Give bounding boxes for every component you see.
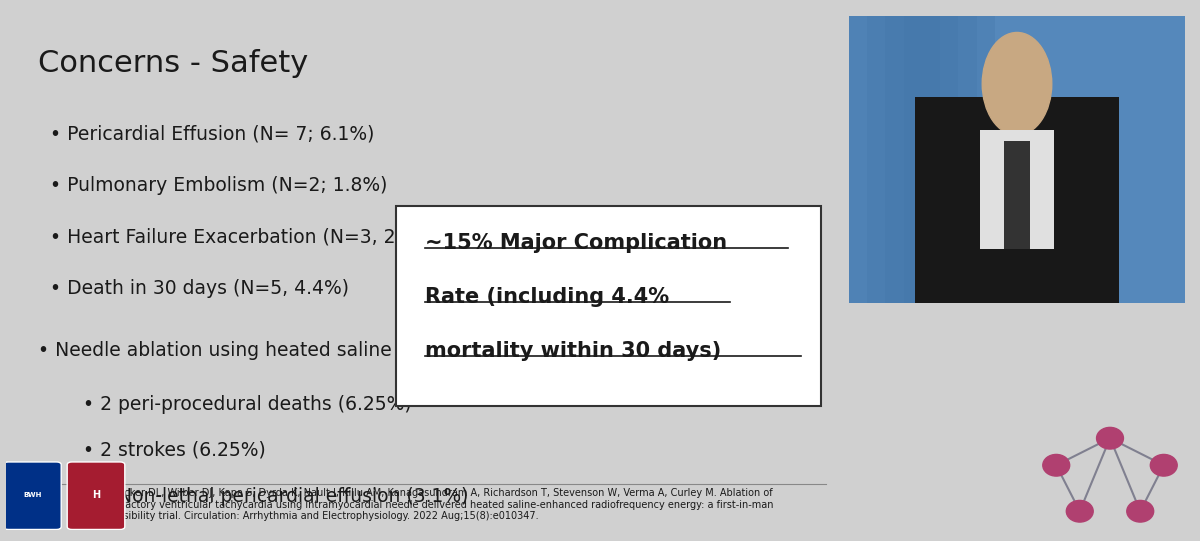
Circle shape bbox=[1127, 500, 1153, 522]
FancyBboxPatch shape bbox=[886, 16, 959, 303]
Text: mortality within 30 days): mortality within 30 days) bbox=[425, 341, 721, 361]
FancyBboxPatch shape bbox=[1004, 141, 1030, 249]
Circle shape bbox=[1067, 500, 1093, 522]
FancyBboxPatch shape bbox=[904, 16, 977, 303]
FancyBboxPatch shape bbox=[4, 462, 61, 530]
FancyBboxPatch shape bbox=[848, 16, 922, 303]
Text: • Pulmonary Embolism (N=2; 1.8%): • Pulmonary Embolism (N=2; 1.8%) bbox=[50, 176, 388, 195]
FancyBboxPatch shape bbox=[914, 97, 1120, 303]
FancyBboxPatch shape bbox=[866, 16, 940, 303]
Text: BWH: BWH bbox=[23, 492, 42, 498]
Text: Concerns - Safety: Concerns - Safety bbox=[37, 49, 307, 78]
Text: • 2 peri-procedural deaths (6.25%): • 2 peri-procedural deaths (6.25%) bbox=[83, 395, 412, 414]
Circle shape bbox=[1151, 454, 1177, 476]
Circle shape bbox=[1097, 427, 1123, 449]
FancyBboxPatch shape bbox=[67, 462, 125, 530]
Text: • Death in 30 days (N=5, 4.4%): • Death in 30 days (N=5, 4.4%) bbox=[50, 279, 349, 298]
Text: • Heart Failure Exacerbation (N=3, 2.6%): • Heart Failure Exacerbation (N=3, 2.6%) bbox=[50, 227, 438, 246]
FancyBboxPatch shape bbox=[396, 206, 822, 406]
Circle shape bbox=[983, 32, 1051, 135]
Text: • 2 strokes (6.25%): • 2 strokes (6.25%) bbox=[83, 441, 266, 460]
Text: • Pericardial Effusion (N= 7; 6.1%): • Pericardial Effusion (N= 7; 6.1%) bbox=[50, 124, 374, 143]
FancyBboxPatch shape bbox=[980, 130, 1054, 249]
Text: *Packer DL, Wilber DJ, Kapa S, Dyrda K, Nault I, Killu AM, Kanagasundram A, Rich: *Packer DL, Wilber DJ, Kapa S, Dyrda K, … bbox=[108, 488, 774, 521]
FancyBboxPatch shape bbox=[922, 16, 995, 303]
Circle shape bbox=[1043, 454, 1069, 476]
Text: H: H bbox=[92, 490, 100, 500]
Text: ~15% Major Complication: ~15% Major Complication bbox=[425, 233, 727, 253]
FancyBboxPatch shape bbox=[848, 16, 1186, 303]
Text: • 1 Non-lethal pericardial effusion (3.1%): • 1 Non-lethal pericardial effusion (3.1… bbox=[83, 487, 469, 506]
Text: Rate (including 4.4%: Rate (including 4.4% bbox=[425, 287, 670, 307]
Text: • Needle ablation using heated saline has been described*:: • Needle ablation using heated saline ha… bbox=[37, 341, 596, 360]
